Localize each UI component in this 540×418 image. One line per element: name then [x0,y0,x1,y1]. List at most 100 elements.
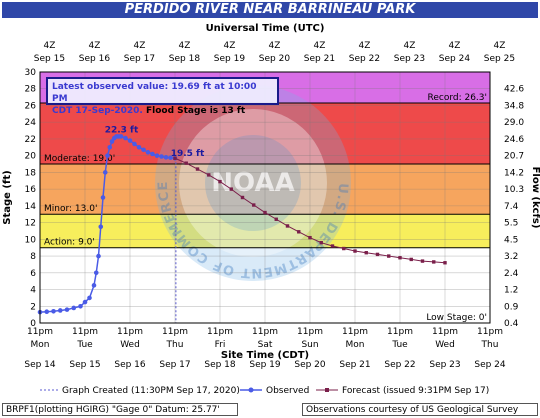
top-tick-time: 4Z [223,41,235,51]
top-tick-date: Sep 16 [79,54,111,64]
threshold-label-1: Moderate: 19.0' [44,154,115,164]
flow-tick-label: 34.8 [504,101,524,111]
observed-point [57,308,63,313]
observed-point [98,224,104,230]
watermark-inner-disc [179,109,327,257]
top-tick-date: Sep 20 [259,54,291,64]
flow-tick-label: 7.4 [504,202,519,212]
top-tick-time: 4Z [448,41,460,51]
observed-point [91,283,97,288]
forecast-point [308,235,312,240]
bottom-tick-weekday: Mon [346,340,365,350]
y-tick-label: 12 [25,219,36,229]
flow-tick-label: 0.4 [504,319,519,329]
top-tick-time: 4Z [43,41,55,51]
bottom-tick-date: Sep 20 [294,360,326,370]
forecast-point [398,256,402,260]
top-tick-date: Sep 25 [484,54,515,64]
top-tick-time: 4Z [88,41,100,51]
legend-observed-marker [248,387,254,393]
watermark-emblem-text: NOAA [211,168,294,198]
bottom-tick-time: 11pm [432,327,458,337]
y-tick-label: 24 [25,118,37,128]
bottom-tick-weekday: Wed [120,340,140,350]
flow-tick-label: 1.2 [504,286,518,296]
latest-observation-line2: CDT 17-Sep-2020. Flood Stage is 13 ft [52,105,273,117]
top-tick-time: 4Z [493,41,505,51]
y-tick-label: 22 [25,135,36,145]
forecast-point [342,246,346,251]
bottom-tick-weekday: Thu [166,340,184,350]
flow-tick-label: 5.5 [504,219,518,229]
flow-tick-label: 10.3 [504,185,524,195]
observed-point [145,150,151,155]
top-tick-date: Sep 15 [34,54,65,64]
flood-band-1 [40,102,490,165]
y-tick-label: 10 [25,235,37,245]
top-tick-time: 4Z [178,41,190,51]
y2-axis-title: Flow (kcfs) [530,167,540,229]
observed-point [168,155,173,161]
threshold-label-0: Record: 26.3' [427,93,487,103]
flood-bands [40,72,490,323]
threshold-label-4: Low Stage: 0' [426,313,487,323]
plot-border [39,71,491,324]
observed-point [150,151,155,157]
bottom-tick-date: Sep 16 [114,360,146,370]
bottom-tick-date: Sep 15 [69,360,100,370]
forecast-point [263,210,267,215]
flood-band-3 [40,214,490,248]
forecast-point [330,244,335,248]
bottom-tick-weekday: Tue [76,340,93,350]
bottom-tick-weekday: Tue [391,340,408,350]
flood-stage-note: Flood Stage is 13 ft [142,106,246,116]
forecast-point [375,252,380,257]
forecast-point [285,224,290,228]
flow-tick-label: 24.6 [504,135,524,145]
bottom-tick-date: Sep 14 [24,360,56,370]
bottom-tick-time: 11pm [162,327,188,337]
y-tick-label: 2 [30,302,36,312]
flow-tick-label: 29.0 [504,118,524,128]
bottom-tick-weekday: Wed [435,340,455,350]
y-tick-label: 20 [25,152,37,162]
observed-point [51,308,56,314]
top-tick-time: 4Z [358,41,370,51]
observed-point [107,145,113,150]
bottom-tick-weekday: Thu [481,340,499,350]
forecast-point [218,179,222,184]
forecast-point [184,161,188,165]
chart-series: 22.3 ft 19.5 ft [37,125,447,323]
top-axis-title: Universal Time (UTC) [206,23,325,34]
observed-point [105,153,110,158]
observed-point [123,135,128,141]
bottom-tick-weekday: Fri [215,340,226,350]
bottom-tick-weekday: Mon [31,340,50,350]
observed-point [87,295,92,301]
top-tick-date: Sep 24 [439,54,471,64]
legend-forecast: Forecast (issued 9:31PM Sep 17) [342,386,489,396]
legend-forecast-marker [325,388,329,392]
observed-point [136,145,142,150]
forecast-point [207,173,211,177]
y-axis-title: Stage (ft) [2,170,13,224]
bottom-tick-time: 11pm [342,327,368,337]
y-tick-label: 14 [25,202,37,212]
flow-tick-label: 0.9 [504,302,519,312]
observed-point [118,134,124,139]
flow-tick-label: 3.2 [504,252,518,262]
observed-point [44,309,50,315]
chart-title: PERDIDO RIVER NEAR BARRINEAU PARK [2,2,538,18]
peak-annotation-1: 19.5 ft [171,149,205,159]
x-axis-title: Site Time (CDT) [221,350,309,361]
top-tick-date: Sep 19 [214,54,246,64]
forecast-point [353,249,357,253]
bottom-tick-time: 11pm [117,327,143,337]
forecast-point [252,203,256,207]
bottom-tick-date: Sep 17 [159,360,190,370]
y-tick-label: 4 [30,286,36,296]
observed-point [141,147,146,153]
top-tick-date: Sep 22 [349,54,380,64]
bottom-tick-date: Sep 24 [474,360,506,370]
